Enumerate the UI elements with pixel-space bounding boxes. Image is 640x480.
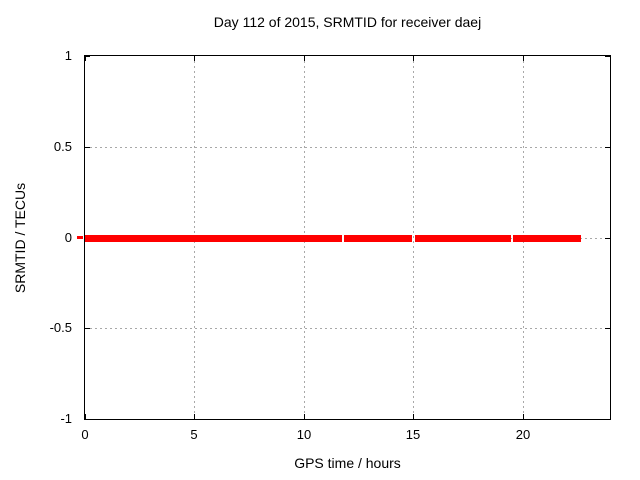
x-tick-label-5: 5 — [190, 427, 198, 442]
y-tick-label--0.5: -0.5 — [49, 320, 72, 335]
x-tick-bottom-10 — [304, 414, 305, 419]
y-tick-right--1 — [605, 419, 610, 420]
x-tick-top-15 — [413, 56, 414, 61]
gridline-y-0.5 — [85, 147, 610, 148]
x-tick-label-0: 0 — [81, 427, 89, 442]
x-tick-bottom-5 — [194, 414, 195, 419]
x-tick-bottom-15 — [413, 414, 414, 419]
x-tick-top-5 — [194, 56, 195, 61]
y-tick-label-1: 1 — [64, 48, 72, 63]
y-tick-left-1 — [85, 56, 90, 57]
x-tick-label-10: 10 — [296, 427, 312, 442]
gridline-y--0.5 — [85, 328, 610, 329]
y-tick-left--1 — [85, 419, 90, 420]
x-tick-top-20 — [523, 56, 524, 61]
gridline-x-15 — [413, 56, 414, 419]
x-tick-label-15: 15 — [405, 427, 421, 442]
series-segment-3 — [513, 235, 581, 242]
plot-area — [84, 55, 611, 420]
y-tick-right-0 — [605, 238, 610, 239]
y-tick-right-0.5 — [605, 147, 610, 148]
y-tick-right--0.5 — [605, 328, 610, 329]
series-segment-2 — [415, 235, 511, 242]
x-tick-top-0 — [85, 56, 86, 61]
x-tick-bottom-20 — [523, 414, 524, 419]
y-tick-label-0: 0 — [64, 230, 72, 245]
x-tick-top-10 — [304, 56, 305, 61]
y-zero-red-tick-mark — [77, 236, 83, 239]
series-segment-1 — [344, 235, 412, 242]
x-axis-label: GPS time / hours — [294, 455, 401, 471]
y-tick-label--1: -1 — [60, 411, 72, 426]
y-tick-left-0.5 — [85, 147, 90, 148]
y-tick-left--0.5 — [85, 328, 90, 329]
series-segment-0 — [85, 235, 342, 242]
y-tick-right-1 — [605, 56, 610, 57]
y-tick-label-0.5: 0.5 — [53, 139, 72, 154]
x-tick-label-20: 20 — [515, 427, 531, 442]
x-tick-bottom-0 — [85, 414, 86, 419]
chart-title: Day 112 of 2015, SRMTID for receiver dae… — [213, 14, 482, 30]
